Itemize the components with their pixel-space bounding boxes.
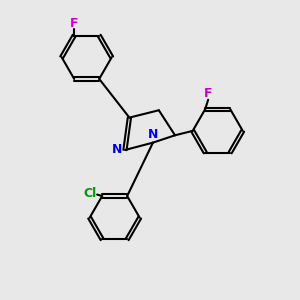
Text: F: F [70,17,78,30]
Text: N: N [112,143,122,157]
Text: F: F [204,87,212,100]
Text: Cl: Cl [83,187,96,200]
Text: N: N [148,128,158,141]
